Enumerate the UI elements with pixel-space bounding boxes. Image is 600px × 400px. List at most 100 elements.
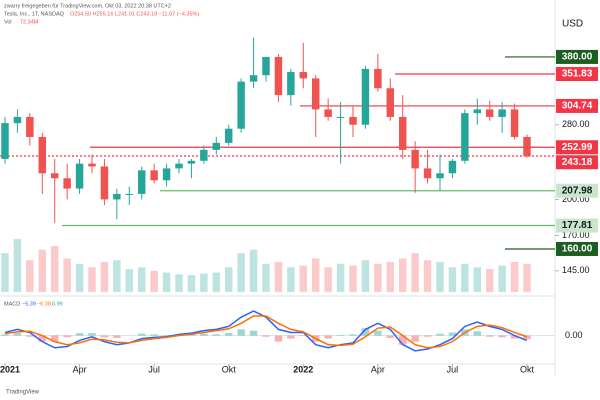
- watermark: TradingView: [6, 390, 40, 396]
- volume-bar: [162, 272, 171, 292]
- y-tick-label: 200.00: [562, 194, 590, 204]
- symbol: Tesla, Inc., 1T, NASDAQ: [4, 11, 65, 17]
- volume-bar: [175, 274, 183, 292]
- volume-bar: [324, 267, 332, 292]
- volume-bar: [523, 263, 531, 292]
- volume-bar: [299, 265, 308, 292]
- macd-histogram: [436, 333, 444, 336]
- candle-body: [398, 116, 407, 150]
- macd-legend: −6.38: [37, 301, 51, 307]
- level-label: 380.00: [562, 52, 593, 63]
- volume-bar: [349, 265, 357, 292]
- y-tick-label: 170.00: [562, 230, 590, 240]
- candle-body: [411, 149, 419, 169]
- volume-bar: [374, 263, 382, 292]
- candle-body: [498, 109, 506, 117]
- volume-bar: [63, 258, 71, 292]
- candle-body: [299, 72, 308, 79]
- credit: zwarry freigegeben für TradingView.com, …: [4, 3, 171, 9]
- volume-bar: [224, 267, 233, 292]
- macd-histogram: [473, 331, 482, 336]
- level-label: 252.99: [562, 142, 593, 153]
- volume-bar: [485, 269, 494, 292]
- macd-histogram: [386, 335, 395, 338]
- volume-bar: [498, 265, 506, 292]
- volume-bar: [473, 267, 482, 292]
- volume-bar: [461, 263, 469, 292]
- macd-histogram: [274, 335, 283, 342]
- macd-histogram: [224, 333, 233, 336]
- level-label: 304.74: [562, 101, 593, 112]
- volume-bar: [436, 262, 444, 292]
- x-tick-label: 2022: [293, 364, 313, 374]
- candle-body: [162, 168, 171, 181]
- volume-bar: [212, 272, 221, 292]
- volume-bar: [249, 249, 258, 292]
- candle-body: [88, 163, 96, 167]
- macd-histogram: [523, 335, 531, 340]
- candle-body: [137, 170, 146, 194]
- candle-body: [523, 136, 531, 157]
- y-tick-label: 280.00: [562, 119, 590, 129]
- volume-bar: [274, 262, 283, 292]
- x-tick-label: 2021: [0, 364, 20, 374]
- candle-body: [448, 160, 457, 174]
- macd-histogram: [485, 335, 494, 337]
- macd-histogram: [212, 334, 221, 336]
- volume-bar: [237, 253, 245, 292]
- macd-histogram: [336, 334, 345, 336]
- candle-body: [436, 173, 444, 179]
- macd-histogram: [398, 335, 407, 345]
- macd-histogram: [448, 332, 457, 336]
- candle-body: [324, 109, 332, 117]
- candle-body: [386, 88, 395, 117]
- volume-bar: [100, 262, 109, 292]
- level-label: 351.83: [562, 69, 593, 80]
- macd-histogram: [1, 334, 9, 336]
- candle-body: [63, 178, 71, 189]
- macd-histogram: [200, 333, 208, 336]
- currency: USD: [562, 19, 583, 30]
- macd-histogram: [63, 335, 71, 338]
- volume-value: 72.34M: [20, 19, 39, 25]
- macd-histogram: [26, 335, 34, 337]
- x-tick-label: Apr: [371, 364, 385, 374]
- macd-legend: −5.39: [22, 301, 36, 307]
- quote: O254.50 H255.16 L241.01 C243.18 −11.07 (…: [70, 11, 199, 17]
- volume-bar: [13, 239, 22, 292]
- candle-body: [274, 56, 283, 96]
- macd-histogram: [150, 334, 158, 336]
- macd-histogram: [38, 335, 47, 342]
- candle-body: [336, 116, 345, 118]
- level-label: 207.98: [562, 185, 593, 196]
- candle-body: [200, 149, 208, 161]
- volume-bar: [113, 260, 121, 292]
- candle-body: [262, 56, 270, 76]
- macd-line: [4, 310, 528, 352]
- macd-histogram: [88, 333, 96, 336]
- macd-histogram: [13, 333, 22, 336]
- volume-bar: [26, 260, 34, 292]
- candle-body: [510, 109, 519, 137]
- candle-body: [473, 109, 482, 114]
- macd-histogram: [249, 330, 258, 336]
- x-tick-label: Apr: [73, 364, 87, 374]
- level-box: [556, 241, 598, 256]
- macd-histogram: [324, 335, 332, 339]
- macd-histogram: [374, 330, 382, 336]
- volume-bar: [1, 253, 9, 292]
- macd-histogram: [510, 335, 519, 339]
- candle-body: [1, 123, 9, 159]
- candle-body: [224, 128, 233, 143]
- level-label: 177.81: [562, 220, 593, 231]
- macd-histogram: [423, 335, 432, 337]
- candle-body: [287, 72, 295, 96]
- candle-body: [361, 68, 370, 125]
- candle-body: [125, 193, 134, 195]
- candle-body: [50, 173, 59, 179]
- macd-histogram: [113, 335, 121, 338]
- macd-histogram: [162, 334, 171, 336]
- level-box: [556, 155, 598, 170]
- candle-body: [249, 75, 258, 82]
